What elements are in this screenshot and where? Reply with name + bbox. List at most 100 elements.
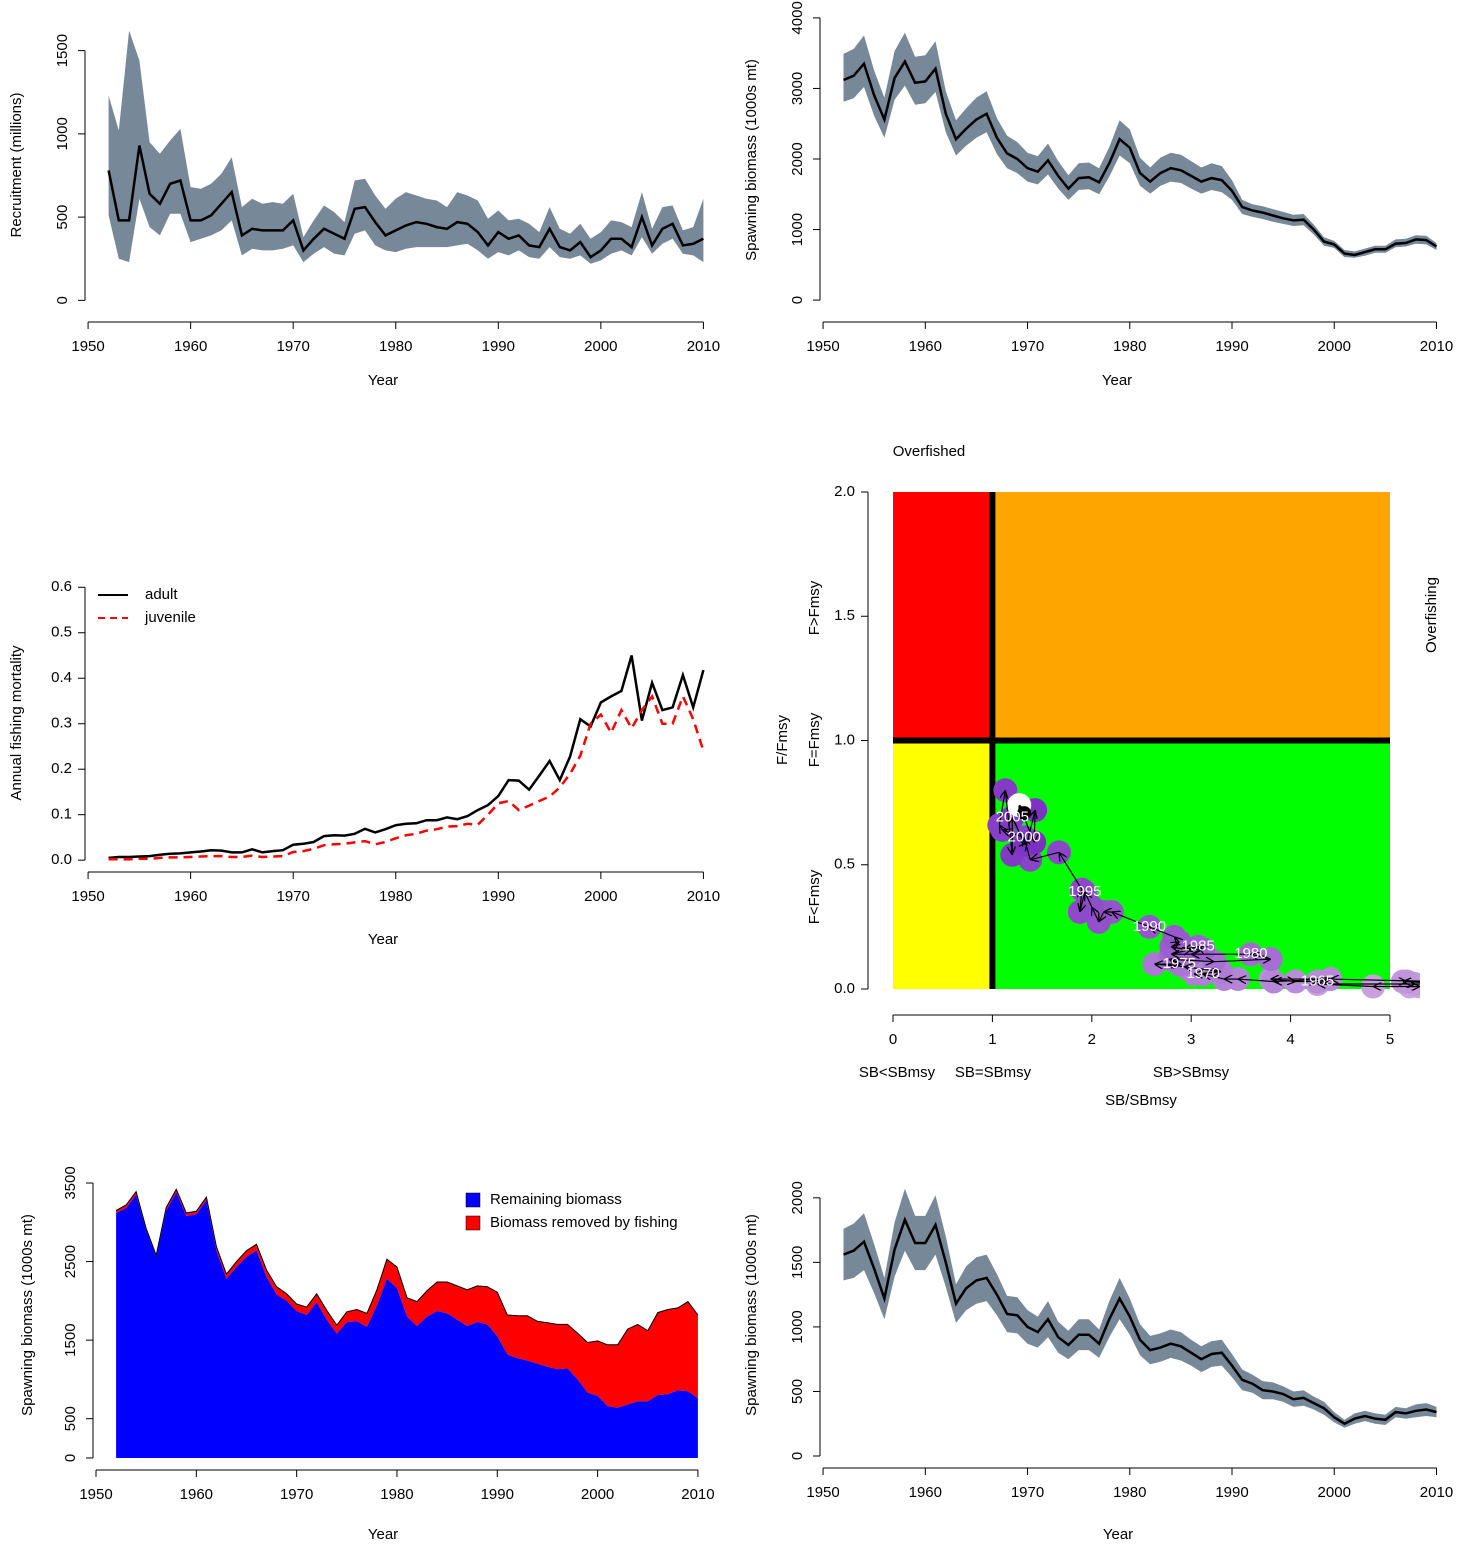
trajectory-arrow	[1112, 912, 1150, 928]
y-tick-label: 500	[54, 205, 71, 230]
line	[107, 145, 704, 259]
y-tick-label: 0.5	[834, 856, 855, 873]
y-tick-label: 0	[789, 296, 806, 304]
x-tick-label: 1950	[71, 338, 104, 355]
annotation: F>Fmsy	[806, 580, 823, 635]
line	[843, 1216, 1437, 1426]
x-tick-label: 1980	[379, 888, 412, 905]
point-label: 1975	[1163, 955, 1196, 972]
x-tick-label: 1980	[380, 1486, 413, 1503]
x-tick-label: 4	[1286, 1031, 1294, 1048]
point-label: 1970	[1186, 965, 1219, 982]
x-tick-label: 1990	[1215, 1484, 1248, 1501]
x-axis-label: Year	[368, 1526, 398, 1543]
trajectory-arrow	[1149, 927, 1175, 938]
y-tick-label: 2000	[789, 1181, 806, 1214]
y-tick-label: 1500	[62, 1323, 79, 1356]
x-tick-label: 1970	[280, 1486, 313, 1503]
x-tick-label: 5	[1386, 1031, 1394, 1048]
annotation: Overfished	[893, 443, 966, 460]
annotation: F=Fmsy	[806, 712, 823, 767]
x-tick-label: 0	[889, 1031, 897, 1048]
area-outline	[115, 1188, 699, 1346]
y-tick-label: 0	[62, 1454, 79, 1462]
x-tick-label: 1950	[79, 1486, 112, 1503]
trajectory-arrow	[1085, 892, 1093, 908]
trajectory-arrow	[1184, 947, 1199, 949]
annotation: SB<SBmsy	[859, 1064, 936, 1081]
y-tick-label: 0.6	[51, 578, 72, 595]
x-tick-label: 3	[1187, 1031, 1195, 1048]
y-tick-label: 2000	[789, 142, 806, 175]
annotation: SB=SBmsy	[955, 1064, 1032, 1081]
x-axis-label: Year	[1102, 372, 1132, 389]
x-tick-label: 2010	[1420, 1484, 1453, 1501]
point-label: 1995	[1068, 883, 1101, 900]
trajectory-arrow	[1238, 979, 1274, 981]
x-tick-label: 1960	[909, 1484, 942, 1501]
x-tick-label: 2000	[1318, 338, 1351, 355]
y-tick-label: 3500	[62, 1166, 79, 1199]
y-tick-label: 0	[54, 296, 71, 304]
legend-swatch	[465, 1192, 481, 1208]
line	[843, 59, 1438, 257]
x-tick-label: 1950	[806, 338, 839, 355]
trajectory-arrow	[1251, 954, 1271, 959]
x-tick-label: 1960	[180, 1486, 213, 1503]
trajectory-arrow	[1194, 972, 1221, 974]
x-tick-label: 1990	[1215, 338, 1248, 355]
confidence-band	[108, 30, 704, 264]
legend-label: Biomass removed by fishing	[490, 1214, 678, 1231]
region	[893, 740, 993, 989]
trajectory-arrow	[1034, 810, 1035, 842]
trajectory-arrow	[999, 825, 1002, 830]
y-tick-label: 500	[789, 1379, 806, 1404]
x-tick-label: 1950	[71, 888, 104, 905]
trajectory-arrow	[1011, 817, 1025, 845]
y-tick-label: 0.4	[51, 669, 72, 686]
x-tick-label: 1960	[174, 338, 207, 355]
trajectory-arrow	[1099, 911, 1104, 922]
point-label: 1965	[1301, 973, 1334, 990]
x-tick-label: 1960	[174, 888, 207, 905]
confidence-band	[843, 32, 1437, 258]
trajectory-arrow	[1026, 810, 1035, 843]
x-tick-label: 1990	[482, 338, 515, 355]
line	[108, 693, 705, 861]
trajectory-arrow	[1030, 851, 1060, 859]
x-tick-label: 1990	[481, 1486, 514, 1503]
point-label: 2005	[996, 809, 1029, 826]
line	[108, 655, 705, 860]
y-tick-label: 3000	[789, 72, 806, 105]
x-tick-label: 2000	[584, 888, 617, 905]
legend-label: adult	[145, 586, 178, 603]
y-axis-label: Annual fishing mortality	[8, 645, 25, 801]
x-axis-label: Year	[1103, 1526, 1133, 1543]
y-axis-label: Spawning biomass (1000s mt)	[743, 1214, 760, 1416]
point-label: 1985	[1181, 938, 1214, 955]
y-tick-label: 0	[789, 1452, 806, 1460]
trajectory-arrow	[1330, 979, 1420, 981]
x-tick-label: 2010	[1420, 338, 1453, 355]
y-tick-label: 0.0	[51, 851, 72, 868]
y-tick-label: 1.0	[834, 731, 855, 748]
annotation: Overfishing	[1423, 577, 1440, 653]
x-tick-label: 1950	[806, 1484, 839, 1501]
x-tick-label: 1970	[1011, 1484, 1044, 1501]
x-tick-label: 1	[988, 1031, 996, 1048]
y-tick-label: 1500	[789, 1246, 806, 1279]
x-tick-label: 2000	[584, 338, 617, 355]
trajectory-arrow	[1169, 959, 1182, 964]
y-tick-label: 1500	[54, 34, 71, 67]
x-tick-label: 1970	[277, 338, 310, 355]
trajectory-arrow	[1059, 852, 1083, 890]
x-tick-label: 1970	[1011, 338, 1044, 355]
y-tick-label: 1.5	[834, 607, 855, 624]
legend-label: juvenile	[144, 609, 196, 626]
region	[992, 492, 1390, 741]
y-tick-label: 1000	[789, 1310, 806, 1343]
x-axis-label: Year	[368, 372, 398, 389]
trajectory-arrow	[1198, 947, 1203, 949]
trajectory-arrow	[1214, 959, 1271, 961]
